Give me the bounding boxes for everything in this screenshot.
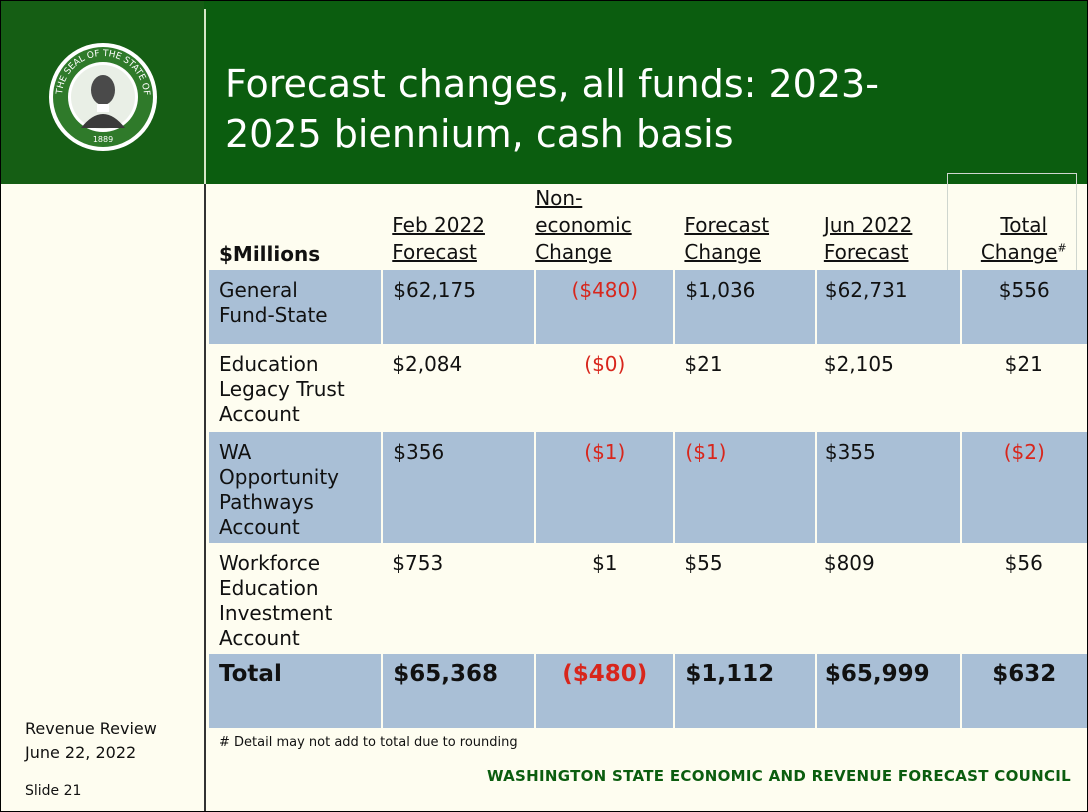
total-jun: $65,999: [815, 654, 962, 728]
cell-jun: $355: [815, 432, 962, 543]
col-header-forecast-change: Forecast Change: [684, 213, 770, 264]
cell-total-change: $556: [960, 270, 1087, 344]
council-name: WASHINGTON STATE ECONOMIC AND REVENUE FO…: [486, 767, 1071, 785]
table-row: Workforce Education Investment Account $753…: [209, 543, 1087, 654]
cell-feb: $753: [382, 543, 536, 654]
slide-number: Slide 21: [25, 783, 82, 799]
row-name: General Fund-State: [209, 270, 384, 344]
forecast-table: $Millions Feb 2022 Forecast Non-economic C…: [209, 185, 1087, 728]
title-line-2: 2025 biennium, cash basis: [225, 112, 734, 156]
header-divider: [204, 9, 206, 184]
sidebar-divider: [204, 184, 206, 811]
table-row: General Fund-State $62,175 ($480) $1,036 …: [209, 270, 1087, 344]
col-header-feb-forecast: Feb 2022 Forecast: [392, 213, 485, 264]
cell-total-change: $21: [960, 344, 1087, 432]
total-forecast-change: $1,112: [674, 654, 817, 728]
cell-forecast-change: $55: [674, 543, 816, 654]
cell-forecast-change: $1,036: [674, 270, 817, 344]
table-row: Education Legacy Trust Account $2,084 ($0)…: [209, 344, 1087, 432]
cell-forecast-change: $21: [674, 344, 816, 432]
slide-title: Forecast changes, all funds: 2023- 2025 …: [225, 59, 1065, 159]
row-name: Education Legacy Trust Account: [209, 344, 383, 432]
table-header-row: $Millions Feb 2022 Forecast Non-economic C…: [209, 185, 1087, 270]
cell-noneconomic: ($480): [535, 270, 676, 344]
cell-total-change: ($2): [960, 432, 1087, 543]
table-total-row: Total $65,368 ($480) $1,112 $65,999 $632: [209, 654, 1087, 728]
cell-feb: $62,175: [382, 270, 537, 344]
slide-header: THE SEAL OF THE STATE OF WASHINGTON 1889…: [1, 1, 1087, 184]
title-line-1: Forecast changes, all funds: 2023-: [225, 62, 879, 106]
cell-noneconomic: ($1): [535, 432, 676, 543]
col-header-noneconomic-change: Non-economic Change: [535, 186, 632, 264]
total-noneconomic: ($480): [535, 654, 676, 728]
table-row: WA Opportunity Pathways Account $356 ($1) (…: [209, 432, 1087, 543]
state-seal-icon: THE SEAL OF THE STATE OF WASHINGTON 1889: [48, 42, 157, 151]
total-label: Total: [209, 654, 384, 728]
row-name: WA Opportunity Pathways Account: [209, 432, 384, 543]
cell-forecast-change: ($1): [674, 432, 817, 543]
cell-feb: $2,084: [382, 344, 536, 432]
col-header-jun-forecast: Jun 2022 Forecast: [823, 213, 913, 264]
seal-year: 1889: [93, 135, 113, 144]
total-total-change: $632: [960, 654, 1087, 728]
revenue-review-label: Revenue Review June 22, 2022: [25, 719, 157, 762]
total-feb: $65,368: [382, 654, 537, 728]
cell-jun: $2,105: [815, 344, 961, 432]
row-name: Workforce Education Investment Account: [209, 543, 383, 654]
units-header: $Millions: [219, 242, 321, 266]
col-header-total-change: Total Change#: [980, 213, 1067, 264]
cell-total-change: $56: [960, 543, 1087, 654]
cell-feb: $356: [382, 432, 537, 543]
cell-noneconomic: ($0): [535, 344, 675, 432]
cell-jun: $809: [815, 543, 961, 654]
cell-noneconomic: $1: [535, 543, 675, 654]
cell-jun: $62,731: [815, 270, 962, 344]
footnote: # Detail may not add to total due to rou…: [219, 735, 518, 750]
